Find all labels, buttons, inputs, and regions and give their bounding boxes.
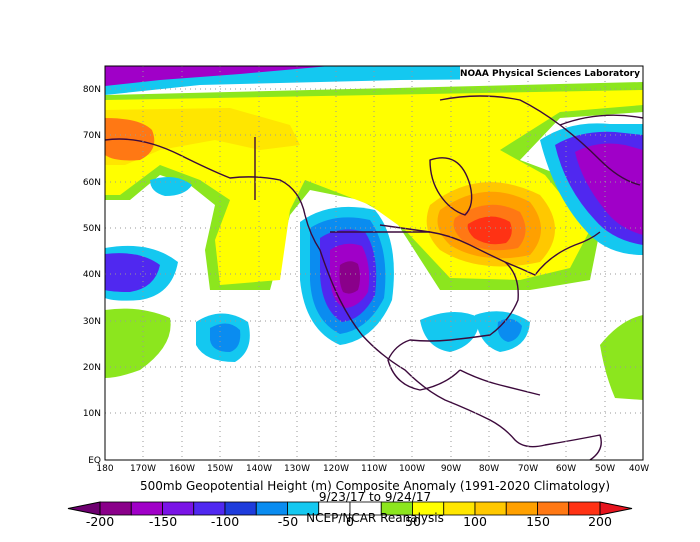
colorbar-tick-label: -100	[211, 514, 239, 529]
anomaly-fill-pacific-indigo	[105, 253, 160, 292]
credit-box	[460, 66, 643, 80]
colorbar-tick-label: -150	[149, 514, 177, 529]
lat-label: 30N	[83, 317, 101, 327]
colorbar-tick-label: 50	[405, 514, 421, 529]
lon-label: 120W	[323, 464, 349, 474]
lon-label: 100W	[399, 464, 425, 474]
lat-label: 50N	[83, 224, 101, 234]
data-source: NCEP/NCAR Reanalysis	[306, 511, 444, 525]
us-canada-border	[379, 224, 601, 276]
lon-label: 130W	[284, 464, 310, 474]
anomaly-fill-atlantic-purple	[575, 143, 643, 235]
colorbar-tick-label: 150	[526, 514, 550, 529]
anomaly-fill-pacific-green	[105, 308, 171, 378]
lon-label: 70W	[518, 464, 538, 474]
anomaly-fill-trough-core	[339, 261, 360, 294]
anomaly-fill-red	[467, 216, 512, 245]
anomaly-fill-arctic-purple	[105, 66, 330, 86]
lon-label: 150W	[207, 464, 233, 474]
lat-lon-grid	[105, 66, 643, 460]
longitude-labels: 180 170W 160W 150W 140W 130W 120W 110W 1…	[96, 464, 649, 474]
colorbar-tick-label: -200	[86, 514, 114, 529]
lon-label: 140W	[246, 464, 272, 474]
lon-label: 40W	[629, 464, 649, 474]
anomaly-fill-gold	[105, 108, 300, 165]
anomaly-fill-hawaii-blue	[210, 323, 241, 352]
colorbar-tick-label: 0	[346, 514, 354, 529]
lat-label: 70N	[83, 131, 101, 141]
colorbar-tick-label: 100	[463, 514, 487, 529]
latitude-labels: 80N 70N 60N 50N 40N 30N 20N 10N EQ	[83, 85, 101, 466]
lat-label: EQ	[88, 456, 101, 466]
map-panel: NOAA Physical Sciences Laboratory	[105, 66, 643, 460]
colorbar-min-arrow	[67, 501, 101, 516]
lon-label: 170W	[130, 464, 156, 474]
lon-label: 90W	[441, 464, 461, 474]
lon-label: 60W	[556, 464, 576, 474]
coastlines	[105, 95, 643, 460]
anomaly-fill-atlantic-green	[600, 315, 643, 400]
colorbar-tick-label: -50	[278, 514, 298, 529]
credit-text: NOAA Physical Sciences Laboratory	[460, 69, 640, 79]
arctic-archipelago	[439, 95, 641, 186]
caribbean-islands	[459, 369, 541, 396]
colorbar-labels: -200 -150 -100 -50 0 50 100 150 200	[86, 514, 612, 529]
map-date-range: 9/23/17 to 9/24/17	[319, 490, 431, 504]
lat-label: 10N	[83, 409, 101, 419]
lon-label: 80W	[479, 464, 499, 474]
lon-label: 160W	[169, 464, 195, 474]
lon-label: 50W	[595, 464, 615, 474]
lat-label: 20N	[83, 363, 101, 373]
colorbar	[67, 501, 633, 516]
greenland-coast	[559, 114, 643, 126]
map-frame	[104, 65, 644, 461]
pacific-coastline	[105, 138, 602, 460]
us-east-gulf-coast	[387, 261, 519, 391]
hudson-bay	[429, 157, 473, 216]
anomaly-fill-gulf-cyan	[420, 311, 480, 352]
map-title: 500mb Geopotential Height (m) Composite …	[140, 479, 610, 493]
colorbar-tick-label: 200	[588, 514, 612, 529]
lon-label: 110W	[361, 464, 387, 474]
lat-label: 80N	[83, 85, 101, 95]
lat-label: 60N	[83, 178, 101, 188]
lon-label: 180	[96, 464, 113, 474]
anomaly-fill-bermuda-blue	[497, 318, 522, 342]
colorbar-max-arrow	[599, 501, 633, 516]
lat-label: 40N	[83, 270, 101, 280]
